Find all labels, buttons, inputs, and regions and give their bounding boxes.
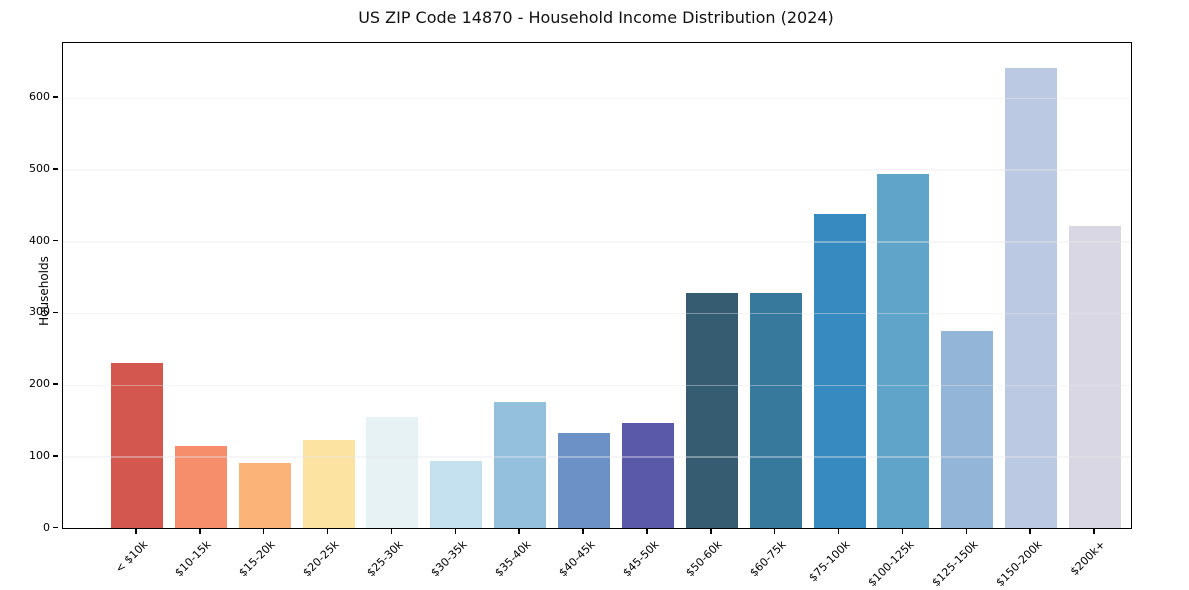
bar-slot — [169, 43, 233, 528]
y-tick-mark — [53, 455, 58, 457]
y-tick-mark — [53, 96, 58, 98]
bar-slot — [297, 43, 361, 528]
bar-slot — [233, 43, 297, 528]
x-tick-mark — [454, 528, 457, 534]
x-tick-mark — [901, 528, 904, 534]
bar-$40-45k — [558, 432, 611, 528]
bar-< $10k — [110, 363, 163, 528]
bar-$60-75k — [749, 292, 802, 528]
x-tick-label: $35-40k — [492, 538, 534, 580]
y-tick-mark — [53, 168, 58, 170]
x-tick-mark — [326, 528, 329, 534]
bar-slot — [680, 43, 744, 528]
bar-slot — [424, 43, 488, 528]
x-tick-mark — [262, 528, 265, 534]
x-tick-mark — [390, 528, 393, 534]
bar-slot — [808, 43, 872, 528]
x-tick-mark — [646, 528, 648, 534]
x-tick-mark — [837, 528, 840, 534]
bar-$100-125k — [877, 173, 930, 528]
bar-$20-25k — [302, 440, 355, 528]
x-tick-label: $15-20k — [236, 538, 278, 580]
bar-$10-15k — [174, 446, 227, 528]
y-tick-label: 400 — [29, 233, 50, 247]
plot-area — [62, 42, 1132, 529]
x-tick-label: $25-30k — [364, 538, 406, 580]
x-tick-label: $75-100k — [806, 538, 853, 585]
bar-$75-100k — [813, 213, 866, 528]
y-tick-label: 600 — [29, 90, 50, 104]
bar-slot — [488, 43, 552, 528]
x-tick-label: $200k+ — [1068, 538, 1109, 579]
bar-$30-35k — [430, 460, 483, 528]
bar-slot — [361, 43, 425, 528]
bar-$150-200k — [1005, 68, 1058, 528]
y-tick-label: 100 — [29, 448, 50, 462]
bar-slot — [105, 43, 169, 528]
y-tick-mark — [53, 311, 58, 313]
x-tick-label: $100-125k — [865, 538, 917, 590]
gridline — [63, 456, 1131, 458]
x-tick-label: $10-15k — [172, 538, 215, 580]
bar-$200k+ — [1069, 225, 1122, 528]
x-tick-label: $60-75k — [747, 538, 789, 580]
bar-slot — [744, 43, 808, 528]
bar-$45-50k — [621, 423, 674, 528]
x-tick-label: $50-60k — [683, 538, 726, 580]
gridline — [63, 312, 1131, 315]
x-tick-label: $45-50k — [619, 538, 662, 580]
bar-slot — [999, 43, 1063, 528]
y-tick-mark — [53, 239, 58, 242]
chart-title: US ZIP Code 14870 - Household Income Dis… — [358, 8, 834, 27]
y-tick-label: 500 — [29, 161, 50, 175]
y-tick-label: 0 — [43, 520, 50, 534]
x-tick-mark — [710, 528, 712, 534]
y-tick-label: 300 — [29, 305, 50, 319]
x-tick-label: $40-45k — [555, 538, 598, 580]
bar-slot — [1063, 43, 1127, 528]
x-tick-mark — [1093, 528, 1095, 534]
y-tick-label: 200 — [29, 377, 50, 390]
x-tick-label: $30-35k — [428, 538, 470, 580]
bar-$25-30k — [366, 416, 419, 528]
y-tick-mark — [53, 383, 58, 385]
bars-row — [63, 43, 1131, 528]
bar-slot — [552, 43, 616, 528]
x-tick-label: $150-200k — [993, 538, 1045, 590]
gridline — [63, 97, 1131, 100]
gridline — [63, 169, 1131, 171]
x-tick-label: < $10k — [112, 538, 151, 576]
x-tick-mark — [773, 528, 776, 534]
x-tick-label: $125-150k — [929, 538, 981, 590]
bar-$125-150k — [941, 330, 994, 528]
x-tick-mark — [1029, 528, 1031, 534]
bar-$15-20k — [238, 463, 291, 528]
bar-slot — [872, 43, 936, 528]
y-tick-mark — [53, 526, 58, 529]
bar-slot — [616, 43, 680, 528]
bar-$50-60k — [685, 292, 738, 528]
gridline — [63, 241, 1131, 243]
bar-slot — [935, 43, 999, 528]
bar-$35-40k — [494, 401, 547, 528]
x-tick-mark — [965, 528, 968, 534]
x-tick-mark — [199, 528, 201, 534]
x-tick-mark — [135, 528, 137, 534]
x-tick-label: $20-25k — [300, 538, 342, 580]
x-tick-mark — [582, 528, 584, 534]
gridline — [63, 384, 1131, 386]
x-tick-mark — [518, 528, 520, 534]
